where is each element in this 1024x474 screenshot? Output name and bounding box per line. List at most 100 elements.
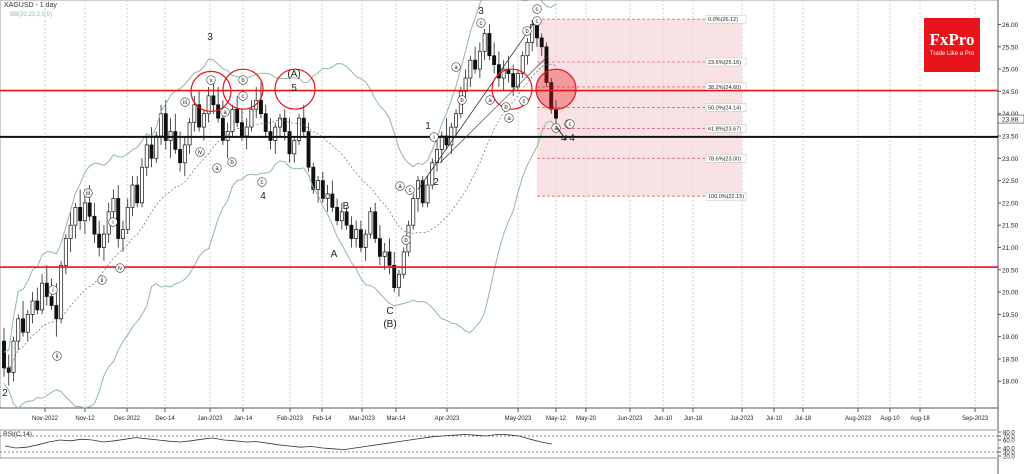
y-tick-label: 25.00 [1002,67,1019,74]
candle-body [178,149,183,164]
wave-circle [532,4,542,14]
candle-body [111,198,116,213]
candle-body [354,229,359,239]
candle-body [149,144,154,159]
candle-body [325,193,330,199]
candle-body [387,251,392,266]
candle-body [121,229,125,239]
candle-body [535,24,539,39]
x-tick-label: Feb-14 [312,416,332,422]
x-tick-label: Jan-14 [234,416,253,422]
wave-circle [195,147,205,157]
wave-circle [504,113,514,123]
x-tick-label: Mar-2023 [349,416,375,422]
candle-body [59,264,64,320]
indicator-legend: BB(20,20,2,0,0) [10,12,52,18]
y-tick-label: 18.50 [1002,356,1019,363]
candle-body [249,108,254,128]
candle-body [63,238,68,266]
wave-circle [565,119,575,129]
wave-circle [220,107,230,117]
wave-small-label: b [525,29,529,35]
candle-body [477,50,482,70]
logo-tagline: Trade Like a Pro [929,51,975,57]
x-tick-label: Mar-14 [386,416,406,422]
wave-small-label: iv [118,266,122,272]
wave-small-label: iv [198,150,202,156]
wave-circle [52,351,62,361]
candle-body [492,55,497,66]
x-tick-label: Feb-2023 [277,416,303,422]
red-highlight-circle [274,68,316,110]
candle-body [297,117,301,141]
rsi-tick-label: 30.0 [1003,451,1015,457]
wave-small-label: c [261,180,264,186]
y-tick-label: 24.50 [1002,89,1019,96]
x-tick-label: Jul-10 [766,416,783,422]
wave-small-label: a [223,110,227,116]
candle-body [82,202,87,222]
rsi-tick-label: 60.0 [1003,439,1015,445]
candle-body [363,233,368,248]
wave-label: 2 [433,177,439,188]
fib-label-box [705,191,747,201]
fib-label: 78.6%(23.00) [708,156,741,162]
logo-brand: FxPro [929,30,975,49]
candle-body [292,140,297,155]
candle-body [554,108,558,119]
x-tick-label: Jun-10 [654,416,673,422]
fib-label-box [705,14,747,24]
x-tick-label: Nov-12 [75,416,95,422]
candle-body [206,95,211,115]
candle-body [525,42,530,57]
candle-body [211,95,216,106]
wave-small-label: c [409,188,412,194]
rsi-line [4,433,553,451]
fxpro-logo: FxPro Trade Like a Pro [924,18,980,72]
wave-circle [180,97,190,107]
moving-average [3,63,557,371]
wave-label: (A) [287,69,300,80]
price-axis-bg [998,0,1024,474]
wave-circle [227,157,237,167]
wave-small-label: ii [56,354,59,360]
wave-circle [519,96,529,106]
trendline-lower [439,55,549,163]
wave-circle [97,275,107,285]
y-tick-label: 18.00 [1002,379,1019,386]
candle-body [454,113,459,128]
candle-body [316,180,321,190]
wave-small-label: c [536,7,539,13]
symbol-label: XAGUSD - 1 day [4,2,57,9]
x-tick-label: Dec-14 [155,416,175,422]
bollinger-upper [3,0,557,353]
candle-body [473,59,478,70]
fib-label: 0.0%(26.12) [708,17,738,23]
candle-body [373,211,378,239]
wave-small-label: iii [86,191,90,197]
x-tick-label: Jul-18 [795,416,812,422]
x-tick-label: Aug-10 [880,416,900,422]
x-tick-label: Aug-2023 [845,416,872,422]
wave-circle [83,188,93,198]
wave-small-label: c [523,99,526,105]
candle-body [263,113,268,132]
x-tick-label: Jul-2023 [730,416,754,422]
wave-small-label: i [112,220,113,226]
wave-small-label: iii [183,100,187,106]
candle-body [487,33,492,57]
candle-body [520,55,525,74]
wave-small-label: b [404,238,408,244]
candle-body [539,37,544,48]
rsi-tick-label: 80.0 [1003,431,1015,437]
chart-title: XAGUSD - 1 day [4,2,57,9]
wave-small-label: b [460,98,464,104]
candle-body [397,273,401,288]
candle-body [25,314,30,333]
y-tick-label: 22.50 [1002,178,1019,185]
candle-body [230,108,235,132]
candle-body [220,117,225,141]
wave-circle [238,91,248,101]
x-tick-label: Sep-2023 [962,416,989,422]
x-tick-label: May-2023 [505,416,532,422]
